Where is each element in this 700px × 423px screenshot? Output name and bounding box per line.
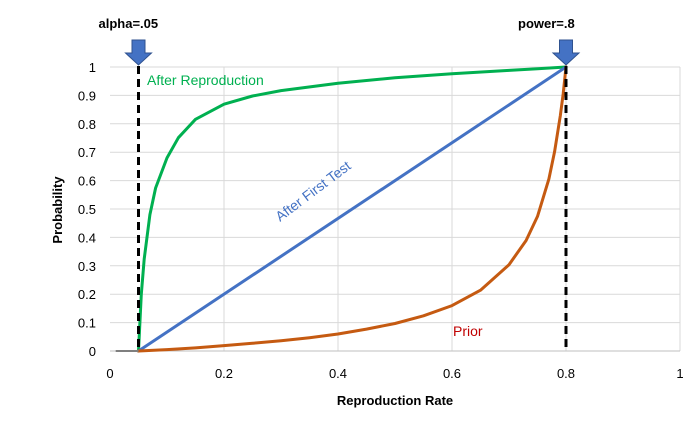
x-axis-title: Reproduction Rate xyxy=(337,393,453,408)
x-tick-label: 0.8 xyxy=(557,366,575,381)
y-tick-label: 0.5 xyxy=(78,202,96,217)
y-tick-label: 0.8 xyxy=(78,117,96,132)
x-tick-label: 0.6 xyxy=(443,366,461,381)
y-tick-label: 0.4 xyxy=(78,230,96,245)
x-tick-label: 0.4 xyxy=(329,366,347,381)
tick-labels: 0 0.1 0.2 0.3 0.4 0.5 0.6 0.7 0.8 0.9 1 0 0.2 0.4 0.6 0… xyxy=(78,60,684,381)
reference-markers: alpha=.05 power=.8 xyxy=(99,16,581,351)
y-tick-label: 0.9 xyxy=(78,88,96,103)
y-tick-label: 0.2 xyxy=(78,287,96,302)
y-tick-label: 0.6 xyxy=(78,174,96,189)
reference-label: power=.8 xyxy=(518,16,575,31)
x-tick-label: 1 xyxy=(676,366,683,381)
x-tick-label: 0 xyxy=(106,366,113,381)
series-line-1 xyxy=(137,65,568,353)
y-tick-label: 0.3 xyxy=(78,259,96,274)
y-tick-label: 1 xyxy=(89,60,96,75)
x-tick-label: 0.2 xyxy=(215,366,233,381)
y-tick-label: 0.1 xyxy=(78,316,96,331)
series-lines xyxy=(115,65,568,353)
y-tick-label: 0 xyxy=(89,344,96,359)
y-axis-title: Probability xyxy=(50,176,65,244)
grid xyxy=(110,66,681,351)
series-label: After Reproduction xyxy=(147,72,264,88)
series-line-0 xyxy=(137,65,568,353)
down-arrow-icon xyxy=(551,39,581,66)
series-label: Prior xyxy=(453,323,483,339)
y-tick-label: 0.7 xyxy=(78,145,96,160)
down-arrow-icon xyxy=(124,39,153,66)
reference-label: alpha=.05 xyxy=(99,16,159,31)
series-line-2 xyxy=(137,65,568,353)
